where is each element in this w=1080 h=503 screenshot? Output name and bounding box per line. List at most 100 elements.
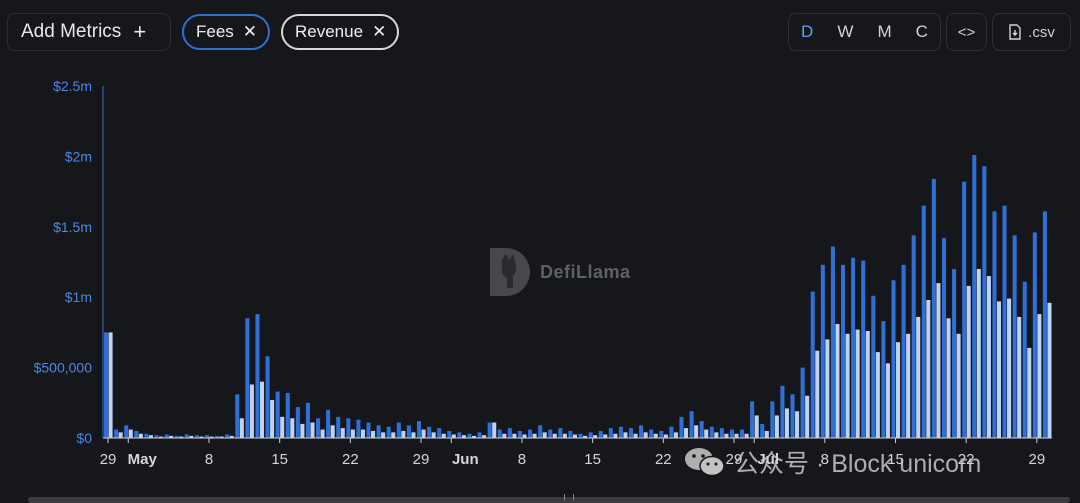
fees-bar[interactable] [104, 332, 109, 438]
revenue-bar[interactable] [128, 429, 133, 438]
fees-bar[interactable] [820, 264, 825, 438]
revenue-bar[interactable] [805, 395, 810, 438]
revenue-bar[interactable] [270, 399, 275, 438]
revenue-bar[interactable] [714, 432, 719, 438]
revenue-bar[interactable] [451, 434, 456, 438]
revenue-bar[interactable] [249, 384, 254, 438]
metric-chip-revenue[interactable]: Revenue ✕ [281, 14, 399, 50]
fees-bar[interactable] [659, 430, 664, 438]
revenue-bar[interactable] [673, 432, 678, 438]
fees-bar[interactable] [134, 430, 139, 438]
fees-bar[interactable] [114, 429, 119, 438]
revenue-bar[interactable] [562, 433, 567, 438]
fees-bar[interactable] [154, 435, 159, 438]
revenue-bar[interactable] [330, 425, 335, 438]
revenue-bar[interactable] [300, 423, 305, 438]
fees-bar[interactable] [780, 385, 785, 438]
fees-bar[interactable] [1022, 281, 1027, 438]
fees-bar[interactable] [356, 419, 361, 438]
fees-bar[interactable] [346, 418, 351, 438]
fees-bar[interactable] [427, 426, 432, 438]
fees-bar[interactable] [225, 434, 230, 438]
fees-bar[interactable] [255, 314, 260, 438]
fees-bar[interactable] [911, 235, 916, 438]
fees-bar[interactable] [316, 418, 321, 438]
fees-bar[interactable] [386, 426, 391, 438]
revenue-bar[interactable] [896, 342, 901, 438]
revenue-bar[interactable] [280, 416, 285, 438]
fees-bar[interactable] [275, 391, 280, 438]
revenue-bar[interactable] [956, 333, 961, 438]
fees-bar[interactable] [840, 264, 846, 438]
fees-bar[interactable] [517, 430, 522, 438]
fees-bar[interactable] [437, 428, 442, 438]
revenue-bar[interactable] [825, 339, 830, 438]
fees-bar[interactable] [487, 422, 492, 438]
fees-bar[interactable] [618, 426, 623, 438]
revenue-bar[interactable] [774, 415, 779, 438]
fees-bar[interactable] [558, 428, 563, 438]
revenue-bar[interactable] [845, 333, 850, 438]
revenue-bar[interactable] [371, 430, 376, 438]
fees-bar[interactable] [790, 394, 795, 438]
fees-bar[interactable] [295, 407, 300, 438]
revenue-bar[interactable] [1037, 314, 1042, 438]
add-metrics-button[interactable]: Add Metrics + [7, 13, 171, 51]
chart-zoom-scrollbar[interactable] [28, 494, 1070, 503]
fees-bar[interactable] [982, 166, 987, 439]
revenue-bar[interactable] [643, 432, 648, 438]
fees-bar[interactable] [962, 181, 967, 438]
fees-bar[interactable] [548, 429, 553, 438]
fees-bar[interactable] [679, 416, 684, 438]
revenue-bar[interactable] [835, 323, 840, 438]
revenue-bar[interactable] [189, 435, 194, 438]
revenue-bar[interactable] [966, 285, 971, 438]
revenue-bar[interactable] [471, 435, 477, 438]
fees-bar[interactable] [941, 238, 946, 438]
fees-bar[interactable] [891, 280, 896, 438]
fees-bar[interactable] [1002, 205, 1007, 438]
revenue-bar[interactable] [986, 276, 991, 438]
fees-bar[interactable] [164, 434, 169, 438]
revenue-bar[interactable] [421, 429, 426, 438]
revenue-bar[interactable] [401, 430, 406, 438]
fees-bar[interactable] [750, 401, 755, 438]
revenue-bar[interactable] [572, 434, 577, 438]
fees-bar[interactable] [800, 367, 805, 438]
revenue-bar[interactable] [461, 435, 466, 438]
fees-bar[interactable] [830, 246, 835, 438]
fees-bar[interactable] [528, 429, 533, 438]
revenue-bar[interactable] [946, 318, 951, 438]
revenue-bar[interactable] [976, 269, 981, 438]
fees-bar[interactable] [1032, 232, 1037, 438]
revenue-bar[interactable] [633, 433, 638, 438]
fees-bar[interactable] [184, 434, 189, 438]
fees-bar[interactable] [265, 356, 270, 438]
revenue-bar[interactable] [653, 433, 658, 438]
fees-bar[interactable] [174, 435, 179, 438]
fees-bar[interactable] [972, 154, 977, 438]
revenue-bar[interactable] [118, 432, 123, 438]
revenue-bar[interactable] [926, 300, 931, 438]
fees-bar[interactable] [608, 428, 613, 438]
revenue-bar[interactable] [704, 429, 709, 438]
revenue-bar[interactable] [522, 434, 527, 438]
revenue-bar[interactable] [764, 430, 769, 438]
fees-bar[interactable] [376, 425, 381, 438]
revenue-bar[interactable] [532, 433, 537, 438]
revenue-bar[interactable] [229, 435, 234, 438]
revenue-bar[interactable] [360, 429, 365, 438]
revenue-bar[interactable] [1027, 347, 1032, 438]
revenue-bar[interactable] [219, 436, 224, 438]
revenue-bar[interactable] [179, 436, 184, 438]
revenue-bar[interactable] [734, 433, 739, 438]
fees-bar[interactable] [538, 425, 543, 438]
revenue-bar[interactable] [209, 436, 214, 438]
fees-bar[interactable] [861, 260, 866, 438]
revenue-bar[interactable] [441, 433, 446, 438]
fees-bar[interactable] [457, 432, 462, 438]
fees-bar[interactable] [729, 429, 734, 438]
period-daily-button[interactable]: D [801, 22, 814, 41]
revenue-bar[interactable] [865, 330, 870, 438]
revenue-bar[interactable] [239, 418, 244, 438]
